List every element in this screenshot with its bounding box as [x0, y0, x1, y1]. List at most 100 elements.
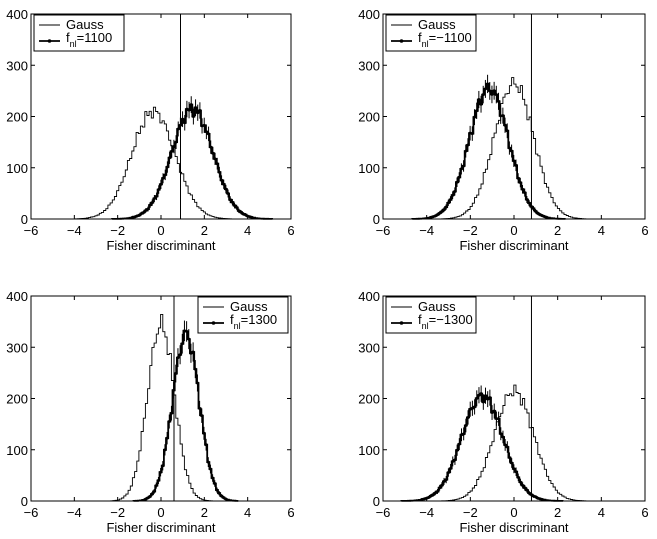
data-point — [503, 443, 507, 447]
legend-box — [385, 296, 477, 334]
data-point — [442, 479, 446, 483]
data-point — [237, 209, 241, 213]
data-point — [501, 435, 505, 439]
data-point — [446, 471, 450, 475]
data-point — [484, 394, 488, 398]
data-point — [156, 479, 160, 483]
data-point — [144, 208, 148, 212]
data-point — [451, 193, 455, 197]
data-point — [486, 397, 490, 401]
data-point — [152, 197, 156, 201]
data-point — [146, 496, 150, 500]
data-point — [488, 89, 492, 93]
data-point — [477, 98, 481, 102]
data-point — [193, 367, 197, 371]
data-point — [189, 103, 193, 107]
data-point — [202, 123, 206, 127]
data-point — [486, 82, 490, 86]
legend-fnl-value: =−1100 — [429, 30, 472, 45]
x-tick-label: −2 — [110, 505, 125, 520]
histogram-fnl-series — [411, 83, 566, 220]
data-point — [148, 495, 152, 499]
x-axis-label: Fisher discriminant — [106, 520, 215, 535]
y-tick-label: 200 — [6, 392, 28, 407]
histogram-fnl-series — [111, 103, 274, 220]
data-point — [163, 448, 167, 452]
legend-fnl-base: f — [418, 30, 422, 45]
data-point — [453, 189, 457, 193]
legend-fnl-base: f — [418, 312, 422, 327]
data-point — [429, 494, 433, 498]
y-tick-label: 200 — [358, 110, 380, 125]
data-point — [159, 470, 163, 474]
data-point — [230, 200, 234, 204]
data-point — [431, 493, 435, 497]
data-point — [459, 167, 463, 171]
x-tick-label: −4 — [419, 223, 434, 238]
y-tick-label: 100 — [358, 443, 380, 458]
data-point — [435, 489, 439, 493]
data-point — [163, 173, 167, 177]
data-point — [208, 467, 212, 471]
data-point — [516, 176, 520, 180]
data-point — [440, 210, 444, 214]
data-point — [523, 191, 527, 195]
data-point — [250, 215, 254, 219]
data-point — [457, 175, 461, 179]
data-point — [490, 92, 494, 96]
x-tick-label: 4 — [598, 505, 605, 520]
data-point — [518, 181, 522, 185]
x-tick-label: −6 — [24, 223, 39, 238]
data-point — [235, 205, 239, 209]
y-tick-label: 300 — [6, 58, 28, 73]
x-tick-label: 0 — [157, 223, 164, 238]
y-tick-label: 100 — [6, 161, 28, 176]
data-point — [473, 405, 477, 409]
legend-fnl-label: fnl=1300 — [230, 312, 277, 331]
data-point — [220, 178, 224, 182]
y-tick-label: 300 — [6, 340, 28, 355]
data-point — [150, 201, 154, 205]
data-point — [152, 489, 156, 493]
data-point — [211, 151, 215, 155]
y-tick-label: 400 — [6, 289, 28, 304]
data-point — [527, 201, 531, 205]
data-point — [172, 144, 176, 148]
data-point — [451, 459, 455, 463]
data-point — [440, 483, 444, 487]
data-point — [521, 187, 525, 191]
y-tick-label: 400 — [6, 7, 28, 22]
data-point — [219, 494, 223, 498]
data-point — [222, 182, 226, 186]
data-point — [488, 396, 492, 400]
legend-fnl-subscript: nl — [70, 39, 77, 49]
data-point — [531, 206, 535, 210]
x-axis-label: Fisher discriminant — [106, 238, 215, 253]
data-point — [243, 213, 247, 217]
data-point — [462, 164, 466, 168]
panel-3: −6 −4 −2 0 2 4 6 0 100 200 300 400 Fisher discrimina… — [6, 289, 294, 535]
data-point — [470, 132, 474, 136]
x-tick-label: 0 — [510, 505, 517, 520]
data-point — [449, 466, 453, 470]
data-point — [213, 157, 217, 161]
data-point — [181, 117, 185, 121]
data-point — [165, 165, 169, 169]
data-point — [466, 143, 470, 147]
data-point — [142, 210, 146, 214]
legend-fnl-label: fnl=1100 — [66, 30, 112, 49]
x-tick-label: 4 — [244, 223, 251, 238]
data-point — [444, 478, 448, 482]
histogram-fnl-series — [132, 329, 239, 502]
data-point — [510, 461, 514, 465]
y-tick-label: 100 — [6, 443, 28, 458]
data-point — [503, 123, 507, 127]
histogram-gauss-series — [108, 313, 214, 502]
data-point — [479, 392, 483, 396]
data-point — [446, 201, 450, 205]
x-tick-label: −6 — [376, 223, 391, 238]
legend-fnl-subscript: nl — [422, 321, 429, 331]
data-point — [494, 417, 498, 421]
data-point — [536, 211, 540, 215]
